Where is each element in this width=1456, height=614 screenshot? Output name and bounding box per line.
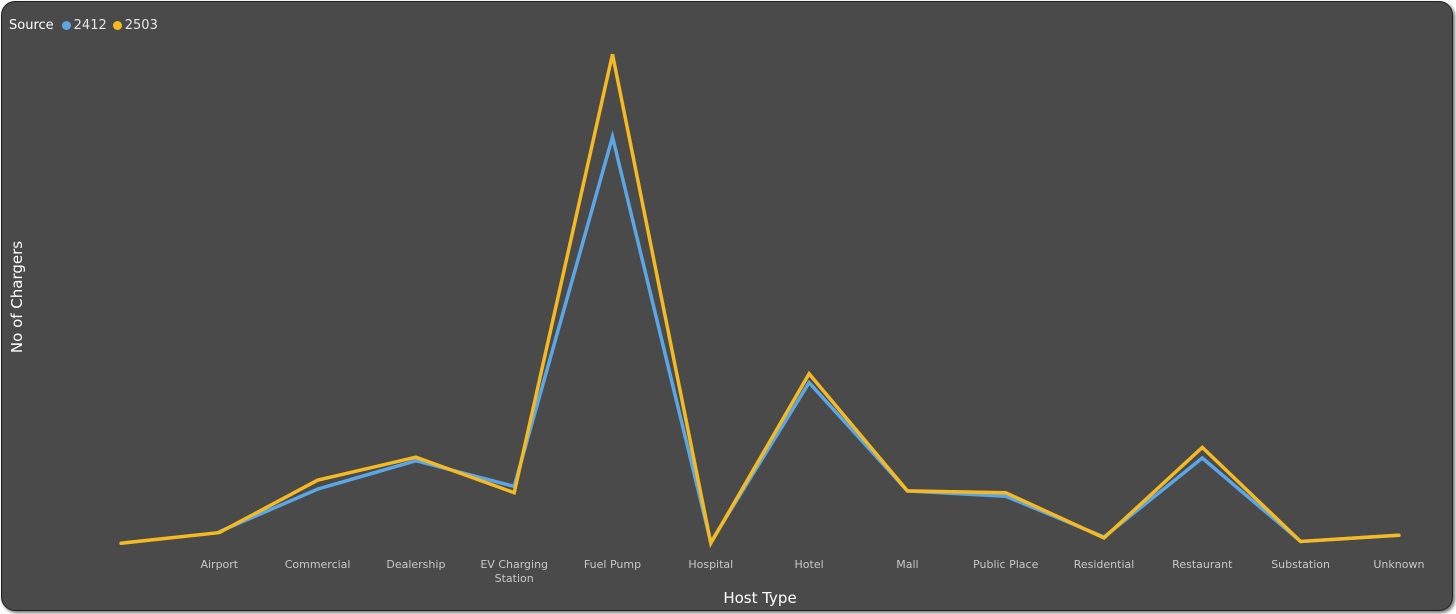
legend-label-2503: 2503 <box>124 17 158 33</box>
x-tick-label: Mall <box>896 558 918 571</box>
x-tick-label: Hotel <box>795 558 824 571</box>
x-axis-title: Host Type <box>723 589 796 607</box>
legend-item-2412[interactable]: 2412 <box>61 17 107 33</box>
x-tick-label: Dealership <box>386 558 445 571</box>
x-tick-label: Restaurant <box>1172 558 1233 571</box>
legend-marker-2503 <box>112 20 122 30</box>
legend-marker-2412 <box>61 20 71 30</box>
x-tick-label: Substation <box>1271 558 1330 571</box>
x-tick-label: Public Place <box>973 558 1039 571</box>
legend-item-2503[interactable]: 2503 <box>112 17 158 33</box>
y-axis-title: No of Chargers <box>8 241 26 353</box>
series-line-2503[interactable] <box>119 53 1401 549</box>
x-tick-label: Airport <box>200 558 238 571</box>
legend-label-2412: 2412 <box>73 17 107 33</box>
x-tick-label: Residential <box>1074 558 1135 571</box>
series-line-2412[interactable] <box>217 129 1401 547</box>
legend-title: Source <box>9 17 54 33</box>
x-tick-label: Fuel Pump <box>584 558 641 571</box>
legend: Source 2412 2503 <box>9 16 164 34</box>
x-tick-label: Hospital <box>688 558 733 571</box>
x-tick-label: Unknown <box>1373 558 1424 571</box>
x-tick-label: EV Charging Station <box>480 558 548 585</box>
x-tick-label: Commercial <box>285 558 351 571</box>
